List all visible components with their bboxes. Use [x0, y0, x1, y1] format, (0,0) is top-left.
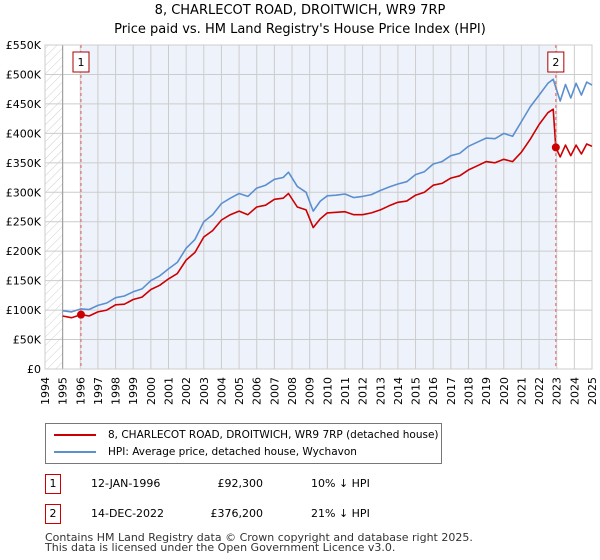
y-tick-label: £300K	[6, 186, 42, 199]
legend-label-property: 8, CHARLECOT ROAD, DROITWICH, WR9 7RP (d…	[108, 429, 439, 441]
y-tick-label: £350K	[6, 157, 42, 170]
x-tick-label: 2007	[268, 377, 281, 405]
x-tick-label: 1996	[74, 377, 87, 405]
x-tick-label: 2014	[392, 377, 405, 405]
x-tick-label: 2021	[515, 377, 528, 405]
property-price-line	[62, 108, 593, 319]
footer: Contains HM Land Registry data © Crown c…	[45, 531, 473, 554]
y-tick-label: £100K	[6, 304, 42, 317]
x-tick-label: 2003	[198, 377, 211, 405]
sale-annotation-box	[72, 51, 90, 73]
y-tick-label: £500K	[6, 68, 42, 81]
chart-subtitle: Price paid vs. HM Land Registry's House …	[114, 22, 486, 37]
x-tick-label: 2001	[163, 377, 176, 405]
legend-item-hpi: HPI: Average price, detached house, Wych…	[54, 444, 357, 460]
sale-annotation-label: 1	[77, 56, 84, 69]
sale-hpi-diff: 10% ↓ HPI	[311, 477, 370, 490]
ownership-shade	[80, 45, 556, 369]
x-tick-label: 2004	[215, 377, 228, 405]
sale-price: £92,300	[217, 477, 264, 490]
y-tick-label: £150K	[6, 275, 42, 288]
chart-legend: 8, CHARLECOT ROAD, DROITWICH, WR9 7RP (d…	[45, 423, 442, 464]
x-tick-label: 2012	[357, 377, 370, 405]
plot-frame	[44, 44, 593, 370]
x-tick-label: 1997	[92, 377, 105, 405]
legend-swatch-property	[54, 434, 96, 436]
x-tick-label: 2018	[462, 377, 475, 405]
footer-line-1: Contains HM Land Registry data © Crown c…	[45, 531, 473, 544]
price-chart: 1994 1995 1996 1997 1998 1999 2000 2001 2002 2003…	[6, 39, 599, 405]
sale-date: 14-DEC-2022	[91, 507, 165, 520]
footer-line-2: This data is licensed under the Open Gov…	[45, 541, 396, 554]
sale-badge: 2	[45, 504, 61, 524]
y-tick-label: £50K	[13, 334, 42, 347]
y-tick-label: £450K	[6, 98, 42, 111]
y-tick-label: £550K	[6, 39, 42, 52]
sale-point	[551, 143, 560, 152]
y-tick-label: £0	[27, 363, 41, 376]
x-tick-label: 1998	[110, 377, 123, 405]
x-tick-label: 2006	[251, 377, 264, 405]
x-tick-label: 2025	[586, 377, 599, 405]
legend-swatch-hpi	[54, 451, 96, 453]
sale-point	[76, 310, 85, 319]
sale-row: 1 12-JAN-1996 £92,300 10% ↓ HPI	[45, 474, 445, 494]
x-tick-label: 1994	[39, 377, 52, 405]
x-tick-label: 1999	[127, 377, 140, 405]
x-tick-label: 2015	[410, 377, 423, 405]
chart-title: 8, CHARLECOT ROAD, DROITWICH, WR9 7RP	[154, 3, 446, 18]
sale-date: 12-JAN-1996	[91, 477, 161, 490]
hpi-line	[62, 78, 593, 313]
x-tick-label: 2008	[286, 377, 299, 405]
sale-annotation-label: 2	[552, 56, 559, 69]
x-tick-label: 2010	[321, 377, 334, 405]
legend-item-property: 8, CHARLECOT ROAD, DROITWICH, WR9 7RP (d…	[54, 427, 439, 443]
x-tick-label: 2013	[374, 377, 387, 405]
sale-hpi-diff: 21% ↓ HPI	[311, 507, 370, 520]
x-tick-label: 2005	[233, 377, 246, 405]
hatched-region	[45, 45, 63, 369]
x-tick-label: 1995	[57, 377, 70, 405]
x-tick-label: 2002	[180, 377, 193, 405]
y-tick-label: £200K	[6, 245, 42, 258]
legend-label-hpi: HPI: Average price, detached house, Wych…	[108, 446, 357, 458]
x-tick-label: 2020	[498, 377, 511, 405]
y-tick-label: £400K	[6, 127, 42, 140]
x-tick-label: 2009	[304, 377, 317, 405]
x-tick-label: 2000	[145, 377, 158, 405]
x-tick-label: 2016	[427, 377, 440, 405]
x-tick-label: 2019	[480, 377, 493, 405]
sale-price: £376,200	[210, 507, 264, 520]
sale-badge: 1	[45, 474, 61, 494]
sale-row: 2 14-DEC-2022 £376,200 21% ↓ HPI	[45, 504, 445, 524]
x-tick-label: 2011	[339, 377, 352, 405]
y-tick-label: £250K	[6, 216, 42, 229]
x-tick-label: 2017	[445, 377, 458, 405]
x-tick-label: 2024	[568, 377, 581, 405]
sale-annotation-box	[547, 51, 565, 73]
x-tick-label: 2023	[551, 377, 564, 405]
x-tick-label: 2022	[533, 377, 546, 405]
